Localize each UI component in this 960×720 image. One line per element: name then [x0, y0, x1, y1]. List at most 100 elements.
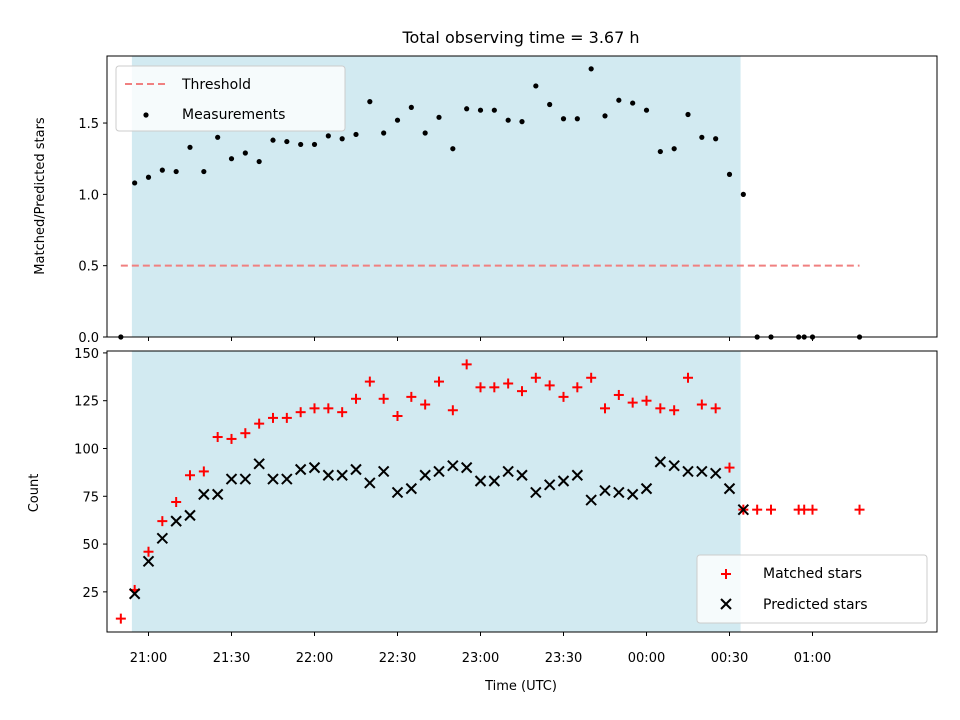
top-series [118, 66, 863, 340]
y-tick-label: 75 [82, 490, 99, 505]
predicted-star-point [668, 459, 680, 472]
legend-matched-label: Matched stars [763, 566, 862, 582]
measurement-point [353, 131, 359, 138]
matched-star-point [807, 504, 818, 515]
predicted-star-point [613, 486, 625, 499]
matched-star-point [254, 418, 265, 429]
predicted-star-point [405, 482, 418, 495]
measurement-point [726, 171, 733, 177]
matched-star-point [766, 504, 776, 515]
measurement-point [740, 191, 746, 197]
predicted-star-point [502, 465, 514, 478]
predicted-star-point [419, 469, 431, 481]
measurement-point [394, 117, 401, 123]
measurement-point [657, 148, 663, 155]
predicted-star-point [585, 494, 597, 506]
matched-star-point [143, 546, 154, 557]
matched-star-point [530, 372, 541, 383]
matched-star-point [309, 403, 320, 414]
matched-star-point [489, 382, 500, 393]
matched-star-point [613, 389, 624, 400]
measurement-point [643, 107, 650, 113]
matched-star-point [198, 466, 209, 477]
measurement-point [519, 119, 525, 125]
predicted-star-point [142, 555, 155, 567]
x-tick-label: 23:00 [462, 651, 499, 666]
measurement-point [270, 137, 276, 143]
predicted-star-point [322, 469, 335, 481]
y-tick-label: 100 [74, 442, 99, 457]
predicted-star-point [682, 465, 694, 478]
predicted-star-point [267, 473, 279, 485]
legend-measurement-label: Measurements [182, 107, 285, 123]
matched-star-point [406, 391, 417, 402]
matched-star-point [351, 393, 361, 404]
measurement-point [422, 130, 428, 136]
predicted-star-point [377, 465, 390, 478]
predicted-star-point [543, 479, 556, 491]
matched-star-point [337, 407, 348, 418]
y-tick-label: 0.0 [78, 331, 99, 346]
matched-star-point [281, 412, 292, 423]
matched-star-point [854, 504, 865, 515]
predicted-star-point [350, 463, 362, 476]
predicted-star-point [211, 488, 224, 501]
predicted-star-point [198, 488, 210, 501]
matched-star-point [724, 462, 735, 473]
bottom-y-axis: 25 50 75 100 125 150 [74, 347, 107, 601]
matched-star-point [434, 376, 444, 387]
measurement-point [602, 113, 608, 119]
measurement-point [228, 156, 235, 162]
measurement-point [477, 107, 484, 113]
predicted-star-point [308, 461, 321, 474]
predicted-star-point [516, 469, 528, 481]
predicted-star-point [737, 503, 750, 516]
y-tick-label: 150 [74, 347, 99, 362]
x-tick-label: 21:00 [130, 651, 167, 666]
y-tick-label: 50 [82, 538, 99, 553]
predicted-star-point [156, 532, 169, 545]
measurement-point [616, 97, 622, 103]
matched-star-point [268, 412, 278, 423]
bottom-panel: 25 50 75 100 125 150 21:00 21:30 22:00 22:30 23:0… [27, 347, 938, 694]
matched-star-point [171, 497, 182, 508]
x-tick-label: 01:00 [794, 651, 831, 666]
matched-star-point [420, 399, 431, 410]
matched-star-point [710, 403, 721, 414]
measurement-point [145, 174, 152, 180]
measurement-point [201, 168, 207, 175]
top-title: Total observing time = 3.67 h [401, 28, 639, 47]
matched-star-point [572, 382, 583, 393]
legend-box [115, 65, 346, 132]
measurement-point [408, 104, 414, 110]
measurement-point [298, 141, 304, 148]
x-tick-label: 00:00 [628, 651, 665, 666]
predicted-star-point [709, 467, 722, 480]
measurement-point [339, 136, 345, 142]
top-x-ticks [148, 337, 813, 341]
bottom-y-label: Count [27, 474, 42, 513]
x-tick-label: 00:30 [711, 651, 748, 666]
matched-star-point [364, 376, 375, 387]
measurement-point [256, 158, 262, 165]
legend-threshold-label: Threshold [181, 77, 251, 93]
predicted-star-point [364, 477, 376, 489]
measurement-point [505, 117, 511, 123]
measurement-point [311, 141, 318, 148]
measurement-point [367, 99, 373, 105]
measurement-point [284, 138, 290, 145]
matched-star-point [447, 405, 458, 416]
measurement-point [547, 101, 553, 108]
predicted-star-point [447, 459, 459, 472]
predicted-star-point [336, 469, 348, 481]
matched-star-point [392, 410, 403, 421]
top-axes-frame [106, 55, 938, 338]
measurement-point [242, 150, 248, 156]
measurement-point [325, 133, 331, 139]
predicted-star-point [599, 484, 611, 497]
predicted-star-point [294, 463, 307, 476]
matched-star-point [240, 428, 251, 439]
predicted-star-point [170, 515, 182, 527]
x-tick-label: 22:00 [296, 651, 333, 666]
